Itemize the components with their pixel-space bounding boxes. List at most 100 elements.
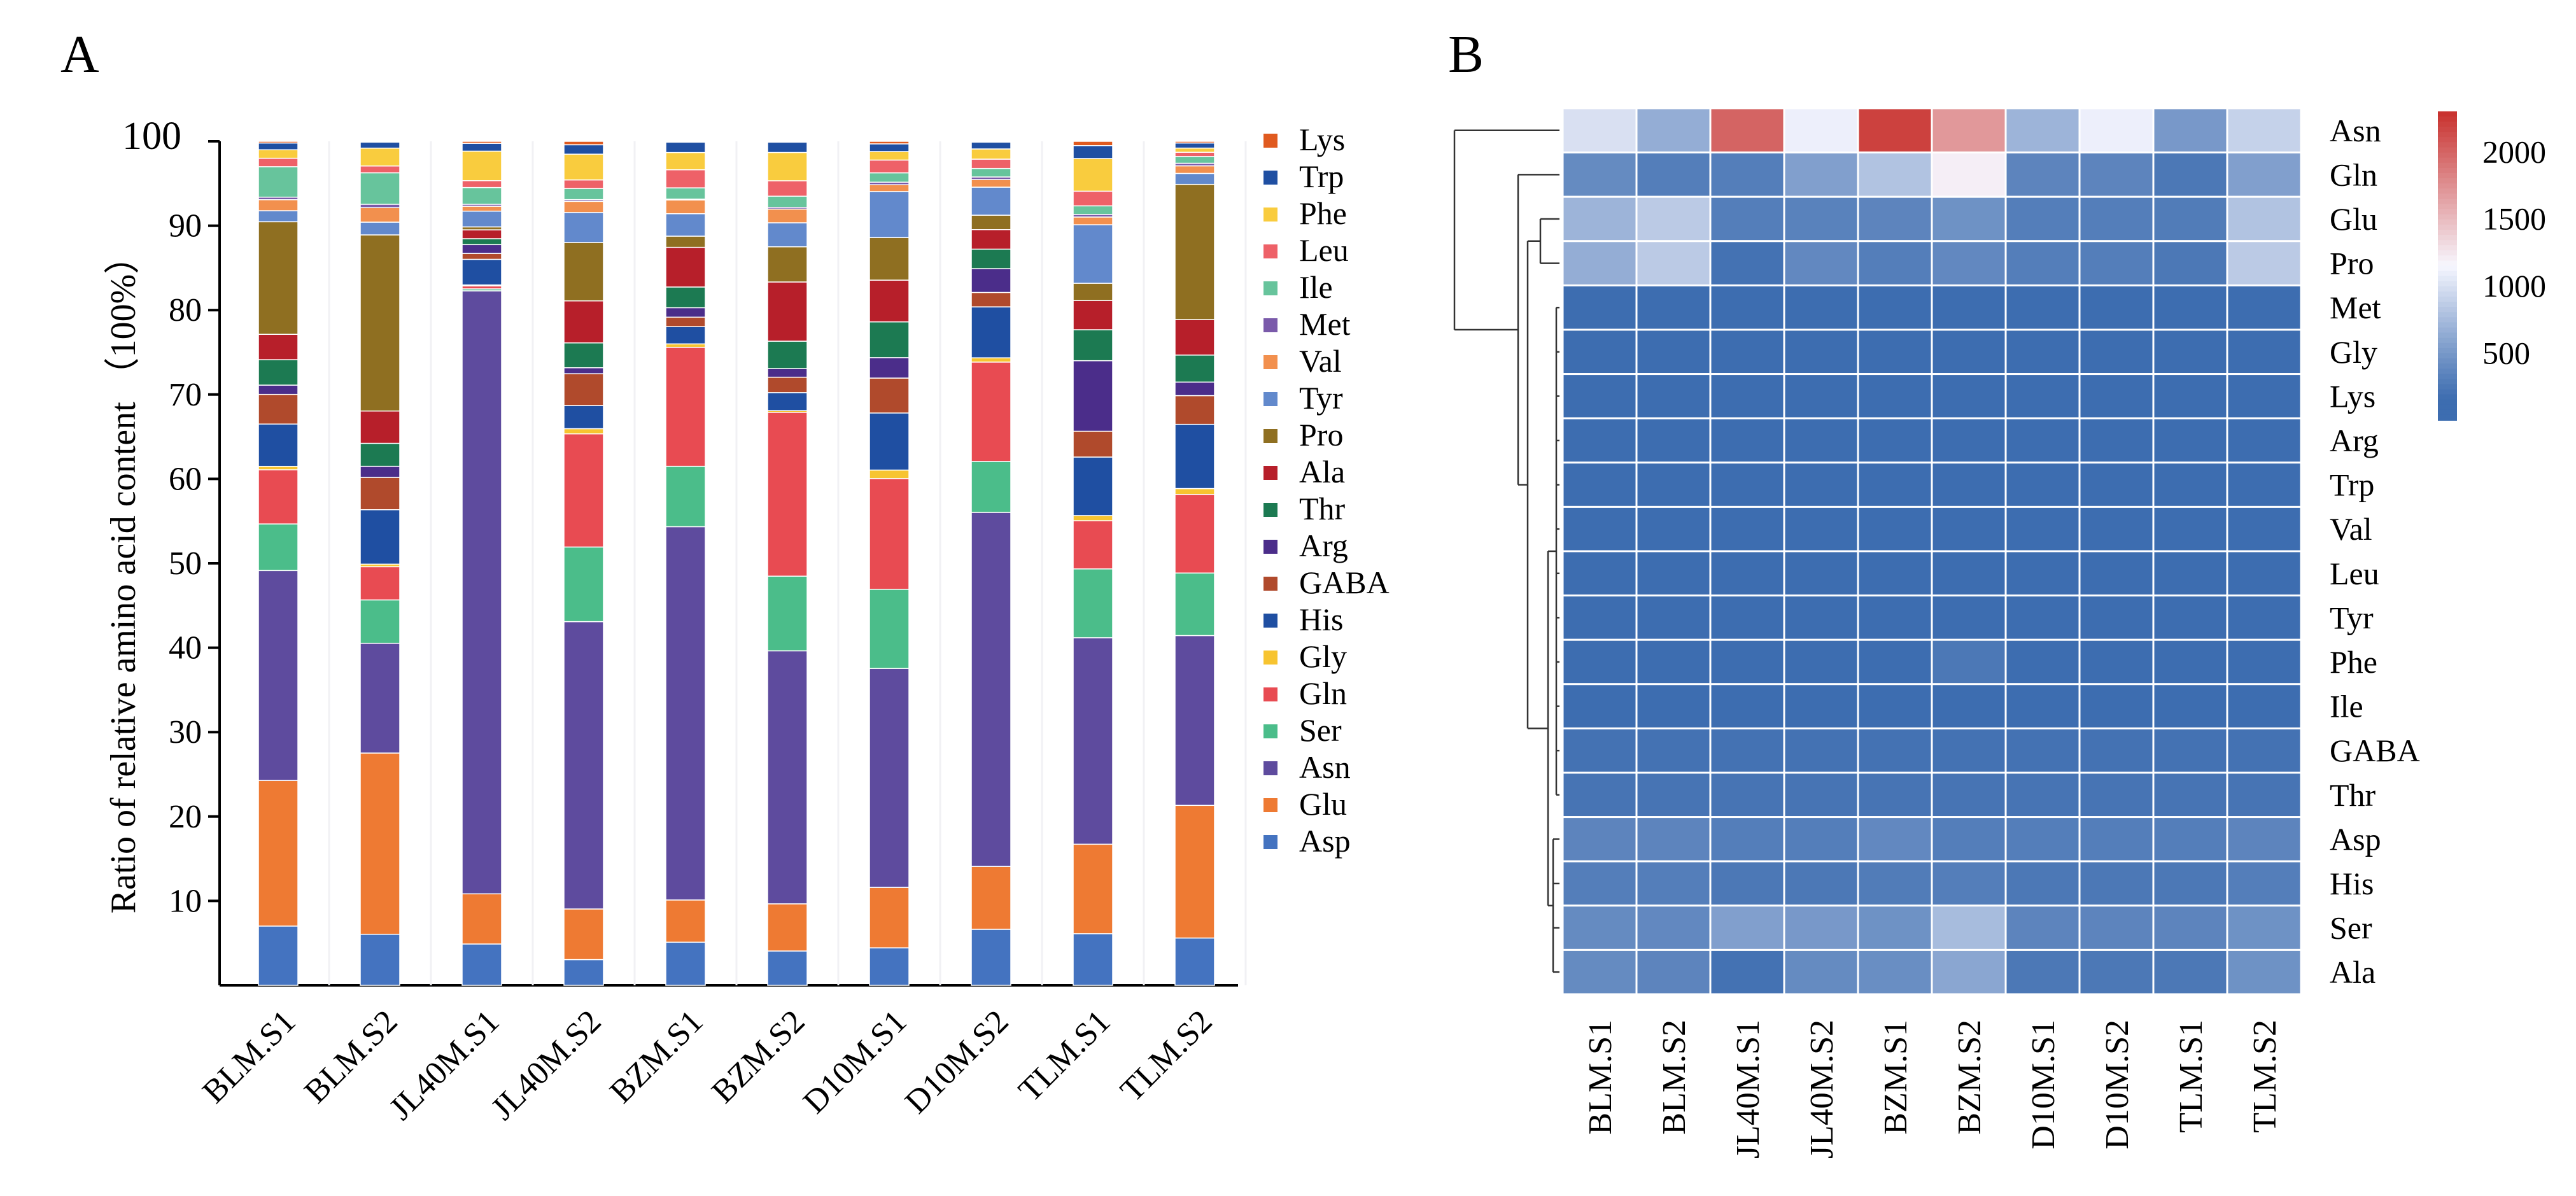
row-label-met: Met	[2330, 290, 2381, 325]
heatmap-cell	[1635, 948, 1712, 995]
heatmap-cell	[2226, 417, 2302, 464]
bar-segment-tyr	[665, 213, 706, 237]
legend-label-ala: Ala	[1299, 454, 1345, 489]
bar-segment-thr	[461, 238, 502, 246]
legend-label-leu: Leu	[1299, 232, 1349, 268]
legend-label-met: Met	[1299, 306, 1351, 342]
bar-segment-pro	[869, 237, 910, 281]
heatmap-cell	[1635, 550, 1712, 597]
heatmap-cell	[1857, 771, 1933, 819]
heatmap-cell	[1561, 461, 1638, 508]
heatmap-cell	[2152, 948, 2228, 995]
bar-segment-lys	[360, 141, 400, 143]
heatmap-cell	[1857, 373, 1933, 419]
row-label-ile: Ile	[2330, 689, 2363, 724]
heatmap-cell	[2226, 594, 2302, 641]
bar-segment-tyr	[767, 222, 808, 248]
heatmap-cell	[1561, 505, 1638, 552]
heatmap-cell	[1857, 638, 1933, 686]
legend-swatch-thr	[1263, 503, 1277, 517]
bar-segment-gly	[971, 357, 1011, 363]
legend: LysTrpPheLeuIleMetValTyrProAlaThrArgGABA…	[1263, 122, 1390, 859]
bar-segment-gaba	[767, 376, 808, 393]
heatmap-cell	[1635, 151, 1712, 198]
colorbar-segment	[2438, 281, 2457, 287]
heatmap-cell	[1857, 195, 1933, 243]
colorbar-segment	[2438, 173, 2457, 179]
heatmap-cell	[2152, 860, 2228, 907]
bar-segment-thr	[869, 321, 910, 358]
heatmap-cell	[1783, 284, 1859, 331]
legend-label-glu: Glu	[1299, 786, 1347, 822]
heatmap-cell	[2226, 505, 2302, 552]
bar-segment-tyr	[971, 186, 1011, 216]
column-label: BZM.S2	[1952, 1020, 1988, 1135]
bar-segment-asp	[665, 941, 706, 986]
heatmap-cell	[1635, 594, 1712, 641]
bar-segment-phe	[1073, 158, 1113, 192]
heatmap-cell	[1783, 904, 1859, 951]
legend-swatch-gly	[1263, 651, 1277, 665]
heatmap-cell	[2078, 683, 2155, 729]
heatmap-cell	[1709, 948, 1785, 995]
heatmap-cell	[1931, 284, 2007, 331]
bar-segment-thr	[1174, 355, 1215, 383]
bar-segment-gaba	[360, 477, 400, 510]
heatmap-cell	[2078, 328, 2155, 376]
heatmap-cell	[1561, 594, 1638, 641]
bar-segment-arg	[1174, 381, 1215, 397]
bar-segment-asp	[461, 943, 502, 986]
bar-segment-gln	[1073, 520, 1113, 570]
heatmap-cell	[1931, 107, 2007, 154]
bar-segment-gly	[1073, 515, 1113, 521]
colorbar-segment	[2438, 317, 2457, 323]
bar-segment-val	[258, 199, 299, 211]
colorbar-segment	[2438, 348, 2457, 354]
heatmap-cell	[1931, 816, 2007, 862]
bar-segment-gly	[1174, 488, 1215, 495]
column-label: TLM.S2	[2247, 1020, 2283, 1133]
colorbar-segment	[2438, 394, 2457, 400]
bar-segment-gln	[563, 433, 604, 548]
heatmap-cell	[1561, 240, 1638, 286]
bar-segment-lys	[1073, 141, 1113, 146]
bar-segment-trp	[1073, 145, 1113, 159]
bar-segment-asp	[1073, 933, 1113, 986]
colorbar-segment	[2438, 199, 2457, 205]
y-tick-label: 70	[169, 377, 202, 413]
bar-segment-his	[971, 306, 1011, 358]
bar-segment-ser	[360, 599, 400, 644]
heatmap-cell	[2004, 417, 2081, 464]
bar-segment-lys	[869, 141, 910, 144]
bar-segment-pro	[665, 236, 706, 248]
heatmap-cell	[1561, 151, 1638, 198]
legend-label-tyr: Tyr	[1299, 380, 1343, 416]
bar-segment-ser	[767, 575, 808, 652]
heatmap-cell	[1635, 771, 1712, 819]
heatmap-cell	[1561, 417, 1638, 464]
bar-segment-leu	[258, 157, 299, 167]
colorbar-segment	[2438, 389, 2457, 395]
colorbar-segment	[2438, 379, 2457, 385]
bar-segment-met	[360, 204, 400, 209]
colorbar-segment	[2438, 255, 2457, 262]
colorbar-segment	[2438, 358, 2457, 365]
heatmap-cell	[2226, 284, 2302, 331]
bar-segment-ala	[563, 300, 604, 344]
heatmap-cell	[2004, 816, 2081, 862]
heatmap-cell	[1635, 373, 1712, 419]
colorbar-segment	[2438, 137, 2457, 143]
colorbar-segment	[2438, 147, 2457, 153]
colorbar-segment	[2438, 224, 2457, 230]
heatmap: Asn Gln Glu Pro Met Gly Lys Arg Trp Val Leu Tyr Phe I…	[1453, 107, 2546, 1158]
bar-segment-pro	[767, 246, 808, 283]
y-tick-label: 80	[169, 292, 202, 328]
heatmap-cell	[2078, 550, 2155, 597]
heatmap-cell	[2226, 727, 2302, 774]
bar-segment-phe	[869, 151, 910, 161]
heatmap-cell	[1931, 505, 2007, 552]
heatmap-cell	[1561, 683, 1638, 729]
bar-segment-thr	[563, 342, 604, 369]
bar-segment-val	[461, 206, 502, 212]
bar-segment-leu	[971, 158, 1011, 169]
